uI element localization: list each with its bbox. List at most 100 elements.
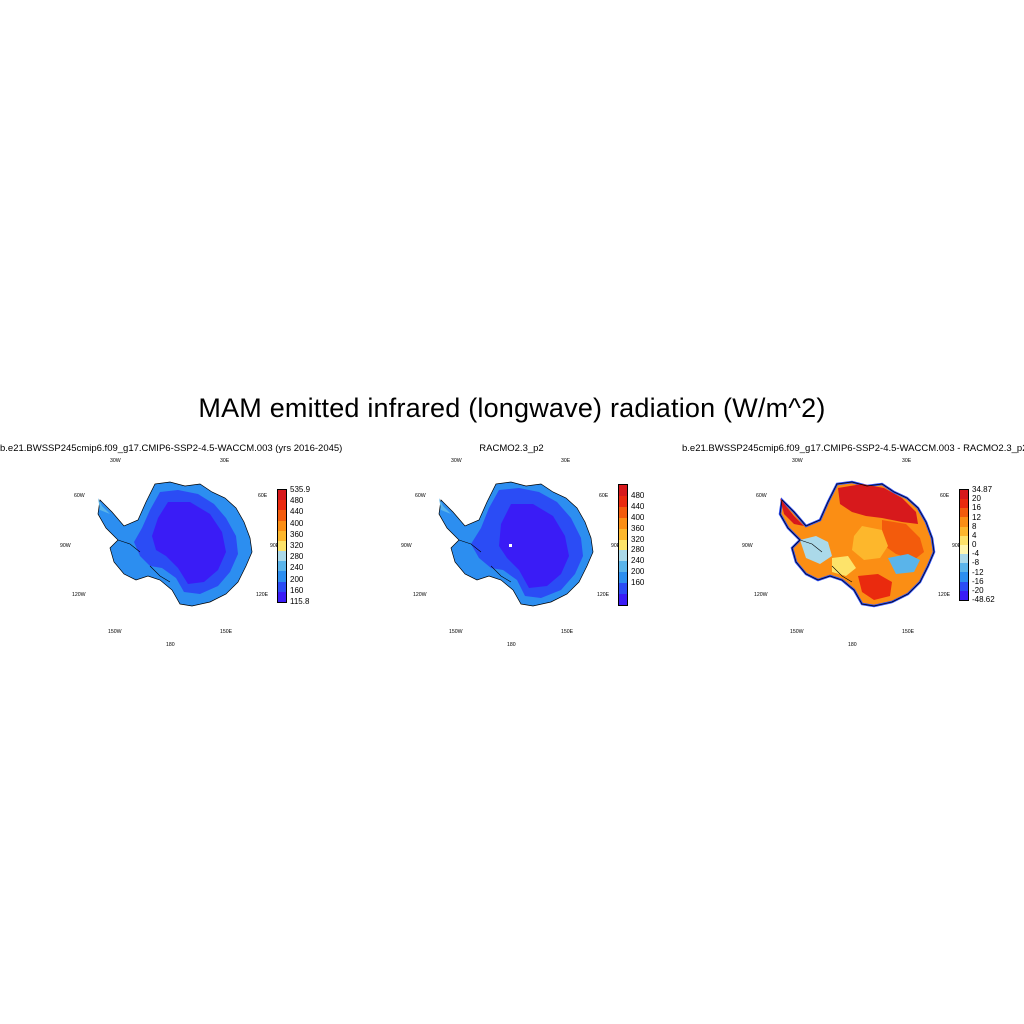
colorbar-swatch <box>960 544 968 555</box>
lon-label-30e: 30E <box>902 458 912 464</box>
ice-shelf-line <box>799 539 853 583</box>
lon-label-90e: 90E <box>270 543 280 549</box>
lon-label-90w: 90W <box>401 543 412 549</box>
colorbar-swatch <box>960 572 968 582</box>
lon-label-120w: 120W <box>754 592 768 598</box>
lon-label-60w: 60W <box>756 493 767 499</box>
lon-label-90e: 90E <box>611 543 621 549</box>
colorbar-swatch <box>278 591 286 602</box>
peninsula-edge <box>439 498 451 514</box>
lon-label-30e: 30E <box>561 458 571 464</box>
colorbar-swatch <box>619 495 627 507</box>
red-region-north <box>838 484 918 524</box>
colorbar-swatch <box>960 517 968 527</box>
panel-racmo: RACMO2.3_p2 30W 30E 60W 60E 90W 90E 120W… <box>341 440 682 655</box>
colorbar-swatch <box>960 563 968 573</box>
colorbar-tick-label: -48.62 <box>972 595 995 604</box>
blue-region-2 <box>888 554 920 574</box>
colorbar-swatch <box>619 594 627 605</box>
colorbar-swatch <box>619 583 627 595</box>
peninsula-edge <box>98 498 110 514</box>
colorbar-swatch <box>278 500 286 511</box>
colorbar-swatch <box>278 530 286 541</box>
colorbar-swatch <box>278 571 286 582</box>
colorbar-tick-label: 480 <box>631 490 645 500</box>
red-region-south <box>858 574 892 600</box>
panel-model: b.e21.BWSSP245cmip6.f09_g17.CMIP6-SSP2-4… <box>0 440 343 655</box>
colorbar-swatch <box>278 561 286 572</box>
colorbar-swatch <box>278 551 286 562</box>
colorbar-tick-label: 8 <box>972 521 977 531</box>
panel-title: b.e21.BWSSP245cmip6.f09_g17.CMIP6-SSP2-4… <box>0 443 343 454</box>
antarctica-map <box>97 481 253 607</box>
lon-label-90e: 90E <box>952 543 962 549</box>
blue-region-1 <box>800 536 832 564</box>
colorbar-tick-label: 34.87 <box>972 485 993 494</box>
antarctica-map <box>778 480 936 608</box>
lon-label-60e: 60E <box>258 493 268 499</box>
colorbar-tick-label: 440 <box>290 507 304 517</box>
colorbar-tick-label: -8 <box>972 558 980 568</box>
figure-title: MAM emitted infrared (longwave) radiatio… <box>198 393 826 423</box>
ice-shelf-line <box>117 539 171 583</box>
lon-label-150e: 150E <box>220 629 233 635</box>
lon-label-30w: 30W <box>451 458 462 464</box>
panel-title: b.e21.BWSSP245cmip6.f09_g17.CMIP6-SSP2-4… <box>682 443 1024 454</box>
lon-label-60e: 60E <box>599 493 609 499</box>
yellow-region <box>852 526 888 560</box>
colorbar-tick-label: -20 <box>972 585 984 595</box>
lon-label-180: 180 <box>166 642 175 648</box>
lon-label-120w: 120W <box>413 592 427 598</box>
colorbar-tick-label: 160 <box>290 585 304 595</box>
pole-gap <box>509 544 512 547</box>
colorbar-tick-label: 480 <box>290 496 304 506</box>
lon-label-30w: 30W <box>110 458 121 464</box>
yellow-region-2 <box>832 556 856 576</box>
lon-label-150e: 150E <box>561 629 574 635</box>
lon-label-60w: 60W <box>74 493 85 499</box>
ice-core <box>152 502 226 584</box>
colorbar-tick-label: 4 <box>972 530 977 540</box>
colorbar-tick-label: 320 <box>631 534 645 544</box>
lon-label-120w: 120W <box>72 592 86 598</box>
colorbar <box>618 484 628 606</box>
colorbar-tick-label: 240 <box>631 556 645 566</box>
colorbar-swatch <box>619 561 627 573</box>
colorbar-tick-label: 535.9 <box>290 485 311 494</box>
lon-label-90w: 90W <box>60 543 71 549</box>
colorbar-swatch <box>960 526 968 536</box>
lon-label-30e: 30E <box>220 458 230 464</box>
colorbar-tick-label: 400 <box>631 512 645 522</box>
lon-label-30w: 30W <box>792 458 803 464</box>
colorbar-swatch <box>960 581 968 591</box>
lon-label-150w: 150W <box>108 629 122 635</box>
coastline <box>779 481 935 607</box>
colorbar-swatch <box>960 535 968 545</box>
antarctica-map <box>438 481 594 607</box>
colorbar-tick-label: 360 <box>631 523 645 533</box>
colorbar-swatch <box>619 572 627 584</box>
lon-label-180: 180 <box>848 642 857 648</box>
ice-shelf-line <box>458 539 512 583</box>
lon-label-180: 180 <box>507 642 516 648</box>
colorbar-swatch <box>278 540 286 552</box>
ice-core <box>499 504 569 588</box>
colorbar-swatch <box>619 528 627 540</box>
lon-label-120e: 120E <box>938 592 951 598</box>
colorbar <box>277 489 287 603</box>
lon-label-150w: 150W <box>790 629 804 635</box>
colorbar-swatch <box>619 550 627 562</box>
colorbar-tick-label: 320 <box>290 541 304 550</box>
colorbar-tick-label: 280 <box>290 552 304 562</box>
lon-label-90w: 90W <box>742 543 753 549</box>
colorbar-tick-label: -12 <box>972 567 984 577</box>
colorbar-tick-label: 160 <box>631 578 645 588</box>
lon-label-120e: 120E <box>597 592 610 598</box>
colorbar-tick-label: 115.8 <box>290 597 310 606</box>
colorbar-swatch <box>960 490 968 500</box>
colorbar-tick-label: 400 <box>290 518 304 528</box>
peninsula-red <box>780 498 804 526</box>
colorbar-tick-label: 360 <box>290 529 304 539</box>
colorbar-swatch <box>960 590 968 600</box>
colorbar-tick-label: 0 <box>972 540 977 549</box>
